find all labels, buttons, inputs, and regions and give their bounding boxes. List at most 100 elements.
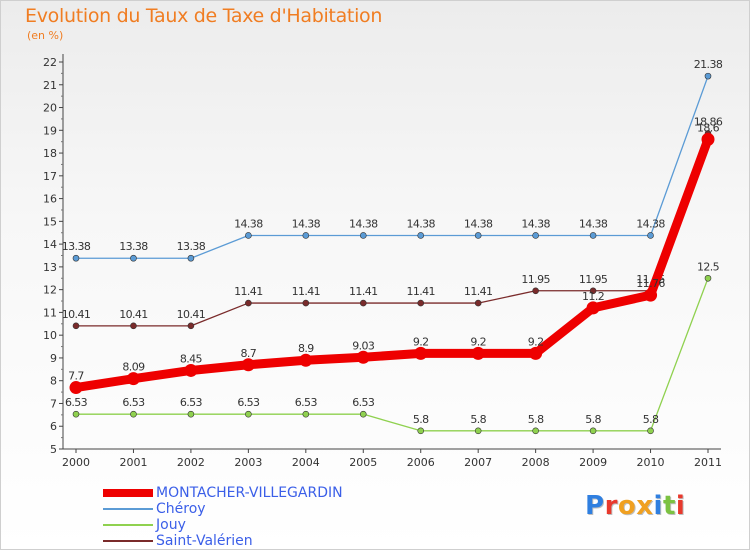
data-point <box>589 427 597 435</box>
data-label: 8.45 <box>180 352 203 365</box>
data-point <box>644 288 658 302</box>
y-tick-label: 18 <box>43 147 57 160</box>
legend-label: MONTACHER-VILLEGARDIN <box>156 485 343 501</box>
data-label: 10.41 <box>119 308 148 321</box>
data-label: 8.9 <box>298 342 314 355</box>
data-label: 11.41 <box>406 285 435 298</box>
legend-swatch <box>103 524 153 526</box>
data-point <box>417 299 425 307</box>
series-line <box>75 277 709 432</box>
data-point <box>417 427 425 435</box>
x-tick-label: 2011 <box>694 456 722 469</box>
data-point <box>589 287 597 295</box>
series-line <box>71 134 713 393</box>
data-label: 13.38 <box>177 240 206 253</box>
data-label: 5.8 <box>528 413 544 426</box>
series-line <box>75 132 709 327</box>
y-tick-label: 14 <box>43 238 57 251</box>
y-tick-label: 21 <box>43 79 57 92</box>
data-label: 11.41 <box>464 285 493 298</box>
y-tick-label: 5 <box>50 443 57 456</box>
data-label: 8.7 <box>241 347 257 360</box>
y-tick-label: 15 <box>43 215 57 228</box>
data-point <box>245 299 252 307</box>
data-label: 11.41 <box>234 285 263 298</box>
data-point <box>299 353 313 367</box>
data-point <box>359 299 367 307</box>
legend-label: Jouy <box>156 517 186 533</box>
data-point <box>72 410 80 418</box>
data-point <box>532 427 539 435</box>
data-label: 14.38 <box>292 217 321 230</box>
data-point <box>187 254 195 262</box>
data-point <box>241 358 255 372</box>
data-label: 18.6 <box>697 121 720 134</box>
data-label: 14.38 <box>521 217 550 230</box>
data-label: 18.86 <box>694 115 723 128</box>
y-tick-label: 22 <box>43 56 57 69</box>
data-label: 11.95 <box>521 273 550 286</box>
y-tick-label: 17 <box>43 170 57 183</box>
data-label: 14.38 <box>349 217 378 230</box>
data-point <box>130 322 137 330</box>
data-label: 14.38 <box>234 217 263 230</box>
data-label: 7.7 <box>68 370 84 383</box>
legend-swatch <box>103 489 153 497</box>
data-point <box>474 427 482 435</box>
data-label: 21.38 <box>694 58 723 71</box>
x-tick-label: 2001 <box>119 456 147 469</box>
legend-label: Saint-Valérien <box>156 533 253 549</box>
data-point <box>589 232 597 239</box>
data-label: 8.09 <box>122 361 145 374</box>
y-tick-label: 19 <box>43 124 57 137</box>
series-line <box>75 75 709 259</box>
data-point <box>474 299 482 307</box>
data-point <box>532 287 539 295</box>
data-label: 9.2 <box>470 335 486 348</box>
data-label: 11.41 <box>292 285 321 298</box>
data-point <box>302 410 310 418</box>
y-tick-label: 11 <box>43 306 57 319</box>
data-point <box>126 372 140 386</box>
data-point <box>471 346 485 360</box>
y-tick-label: 13 <box>43 261 57 274</box>
legend-label: Chéroy <box>156 501 206 517</box>
x-tick-label: 2010 <box>637 456 665 469</box>
data-label: 11.41 <box>349 285 378 298</box>
data-point <box>704 274 712 282</box>
y-tick-label: 9 <box>50 352 57 365</box>
data-point <box>359 232 367 239</box>
y-tick-label: 20 <box>43 102 57 115</box>
data-point <box>302 299 310 307</box>
x-tick-label: 2008 <box>522 456 550 469</box>
data-label: 5.8 <box>413 413 429 426</box>
data-point <box>532 232 539 239</box>
data-point <box>474 232 482 239</box>
y-tick-label: 7 <box>50 397 57 410</box>
data-label: 14.38 <box>636 217 665 230</box>
data-point <box>701 132 715 146</box>
data-label: 11.2 <box>582 290 604 303</box>
data-point <box>647 232 654 239</box>
data-point <box>72 322 80 330</box>
x-tick-label: 2005 <box>349 456 377 469</box>
legend-swatch <box>103 508 153 510</box>
data-label: 14.38 <box>406 217 435 230</box>
data-point <box>69 381 83 395</box>
x-tick-label: 2009 <box>579 456 607 469</box>
data-point <box>704 72 712 80</box>
data-point <box>72 254 80 262</box>
data-label: 5.8 <box>643 413 659 426</box>
data-label: 6.53 <box>180 396 203 409</box>
data-label: 6.53 <box>295 396 318 409</box>
data-label: 12.5 <box>697 260 720 273</box>
data-point <box>245 232 252 239</box>
data-label: 6.53 <box>352 396 375 409</box>
data-label: 14.38 <box>579 217 608 230</box>
data-label: 11.76 <box>636 277 665 290</box>
data-label: 5.8 <box>470 413 486 426</box>
x-tick-label: 2004 <box>292 456 320 469</box>
data-label: 6.53 <box>237 396 260 409</box>
data-point <box>417 232 425 239</box>
data-point <box>647 427 654 435</box>
